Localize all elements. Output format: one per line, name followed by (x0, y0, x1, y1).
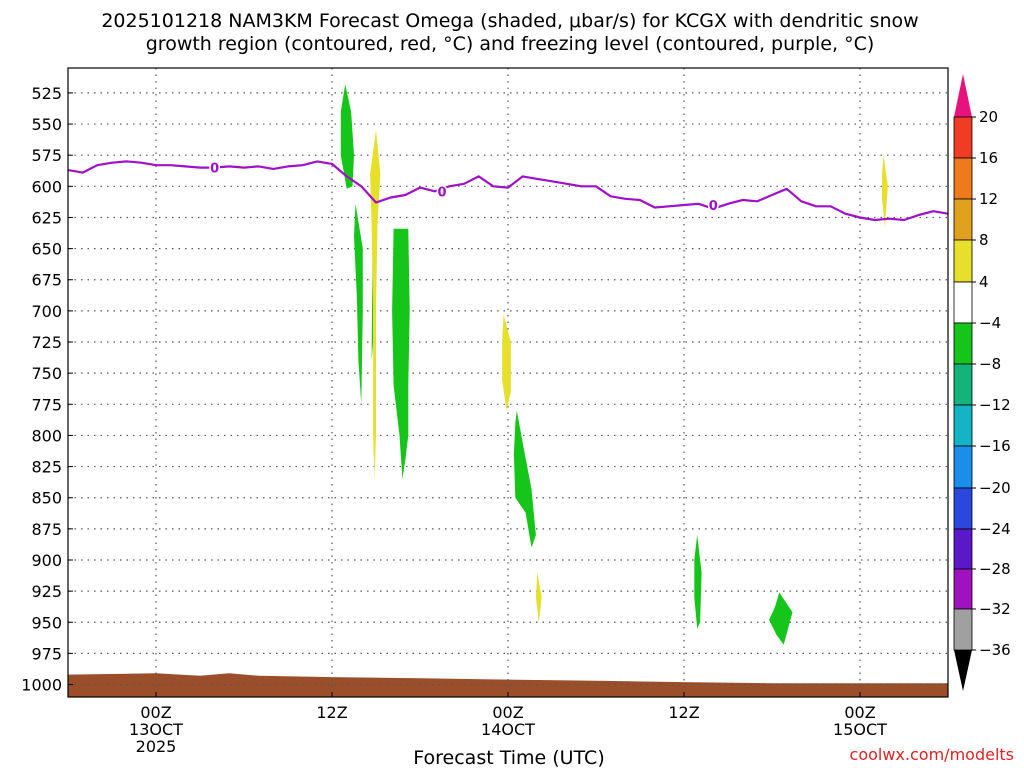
colorbar-label: 4 (979, 273, 989, 291)
colorbar-label: 8 (979, 231, 989, 249)
colorbar-band (953, 568, 973, 610)
colorbar-band (953, 116, 973, 159)
y-tick-label: 1000 (21, 676, 62, 695)
colorbar-legend: 20 16 12 8 4 −4 −8 −12 −16 −20 −24 −28 −32 −36 (953, 74, 1011, 691)
colorbar-label: −20 (979, 479, 1011, 497)
chart-title-line-1: 2025101218 NAM3KM Forecast Omega (shaded… (101, 10, 918, 32)
omega-region (340, 84, 354, 189)
colorbar-band (953, 239, 973, 283)
omega-region (392, 228, 410, 479)
freezing-level-label: 0 (210, 162, 219, 177)
colorbar-band (953, 608, 973, 651)
omega-region (535, 572, 542, 623)
y-tick-label: 700 (31, 302, 62, 321)
colorbar-band (953, 157, 973, 200)
colorbar-label: −24 (979, 520, 1011, 538)
y-tick-label: 600 (31, 177, 62, 196)
x-tick-label: 12Z (668, 703, 699, 722)
y-tick-label: 950 (31, 613, 62, 632)
omega-region (371, 177, 376, 361)
x-axis-title: Forecast Time (UTC) (413, 747, 604, 768)
omega-region (370, 130, 381, 480)
colorbar-band (953, 322, 973, 365)
colorbar-label: −16 (979, 437, 1011, 455)
y-tick-label: 850 (31, 489, 62, 508)
y-tick-label: 575 (31, 146, 62, 165)
y-tick-label: 625 (31, 208, 62, 227)
omega-region (354, 203, 363, 405)
x-tick-label: 14OCT (481, 720, 535, 739)
y-axis-ticks: 525 550 575 600 625 650 675 700 725 750 775 800 825 8… (21, 84, 73, 695)
y-tick-label: 725 (31, 333, 62, 352)
plot-frame (67, 67, 949, 698)
colorbar-label: −28 (979, 560, 1011, 578)
y-tick-label: 900 (31, 551, 62, 570)
colorbar-label: 12 (979, 190, 998, 208)
y-tick-label: 550 (31, 115, 62, 134)
colorbar-band (953, 528, 973, 570)
colorbar-top-arrow (954, 74, 972, 117)
omega-region (882, 155, 888, 228)
colorbar-band (953, 445, 973, 489)
omega-region (694, 535, 702, 629)
x-tick-label: 00Z (844, 703, 875, 722)
y-tick-label: 525 (31, 84, 62, 103)
x-tick-label: 15OCT (833, 720, 887, 739)
colorbar-bottom-arrow (954, 650, 972, 691)
y-tick-label: 675 (31, 271, 62, 290)
plot-content: 0 0 0 (67, 68, 949, 697)
y-tick-label: 775 (31, 395, 62, 414)
colorbar-label: 16 (979, 149, 998, 167)
y-tick-label: 800 (31, 426, 62, 445)
colorbar-band (953, 404, 973, 447)
freezing-level-line (67, 160, 949, 222)
colorbar-label: 20 (979, 108, 998, 126)
y-tick-label: 750 (31, 364, 62, 383)
colorbar-label: −36 (979, 641, 1011, 659)
y-tick-label: 975 (31, 644, 62, 663)
x-tick-label: 12Z (316, 703, 347, 722)
x-tick-label: 00Z (492, 703, 523, 722)
colorbar-band (953, 281, 973, 324)
freezing-level-label: 0 (709, 199, 718, 214)
y-tick-label: 650 (31, 240, 62, 259)
omega-region (502, 314, 511, 411)
colorbar-band (953, 198, 973, 241)
freezing-level-label: 0 (437, 185, 446, 200)
chart-title-line-2: growth region (contoured, red, °C) and f… (146, 33, 875, 55)
omega-region (513, 410, 536, 548)
colorbar-label: −4 (979, 314, 1001, 332)
omega-region (769, 592, 793, 645)
x-tick-label: 13OCT (129, 720, 183, 739)
colorbar-label: −32 (979, 600, 1011, 618)
y-tick-label: 875 (31, 520, 62, 539)
colorbar-band (953, 487, 973, 530)
terrain-area (68, 673, 948, 697)
x-tick-label: 2025 (136, 737, 177, 756)
x-tick-label: 00Z (140, 703, 171, 722)
credit-text: coolwx.com/modelts (850, 745, 1014, 764)
colorbar-label: −8 (979, 355, 1001, 373)
colorbar-label: −12 (979, 396, 1011, 414)
colorbar-band (953, 363, 973, 406)
y-tick-label: 925 (31, 582, 62, 601)
y-tick-label: 825 (31, 458, 62, 477)
